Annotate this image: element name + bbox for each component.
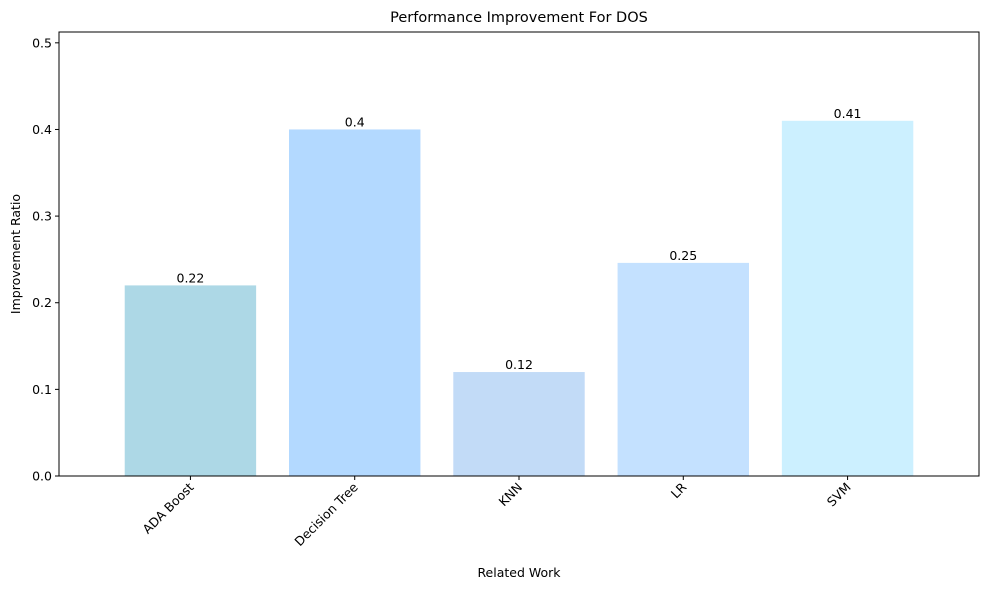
data-label: 0.22: [177, 270, 205, 285]
bar-lr: [617, 262, 749, 476]
data-label: 0.25: [669, 248, 697, 263]
bar-decision-tree: [289, 129, 421, 476]
y-tick-label: 0.5: [32, 35, 52, 50]
y-tick-label: 0.3: [32, 209, 52, 224]
y-tick-label: 0.0: [32, 469, 52, 484]
y-axis-label: Improvement Ratio: [8, 194, 23, 314]
bar-knn: [453, 372, 585, 476]
y-tick-label: 0.4: [32, 122, 52, 137]
x-tick-label: Decision Tree: [291, 479, 361, 549]
plot-frame: [58, 31, 980, 477]
bars-group: [124, 120, 914, 477]
data-labels-group: 0.22 0.4 0.12 0.25 0.41: [177, 106, 862, 372]
x-tick-label: LR: [668, 479, 690, 501]
y-tick-label: 0.2: [32, 295, 52, 310]
x-axis-label: Related Work: [477, 565, 561, 580]
bar-svm: [781, 120, 914, 477]
y-axis: 0.0 0.1 0.2 0.3 0.4 0.5: [32, 35, 59, 484]
data-label: 0.4: [345, 114, 365, 129]
chart-title: Performance Improvement For DOS: [390, 10, 648, 26]
x-tick-label: SVM: [824, 480, 854, 510]
x-axis: ADA Boost Decision Tree KNN LR SVM: [139, 476, 854, 549]
y-tick-label: 0.1: [32, 382, 52, 397]
x-tick-label: KNN: [495, 480, 525, 510]
bar-ada-boost: [124, 285, 257, 476]
data-label: 0.12: [505, 357, 533, 372]
x-tick-label: ADA Boost: [139, 479, 196, 536]
data-label: 0.41: [834, 106, 862, 121]
